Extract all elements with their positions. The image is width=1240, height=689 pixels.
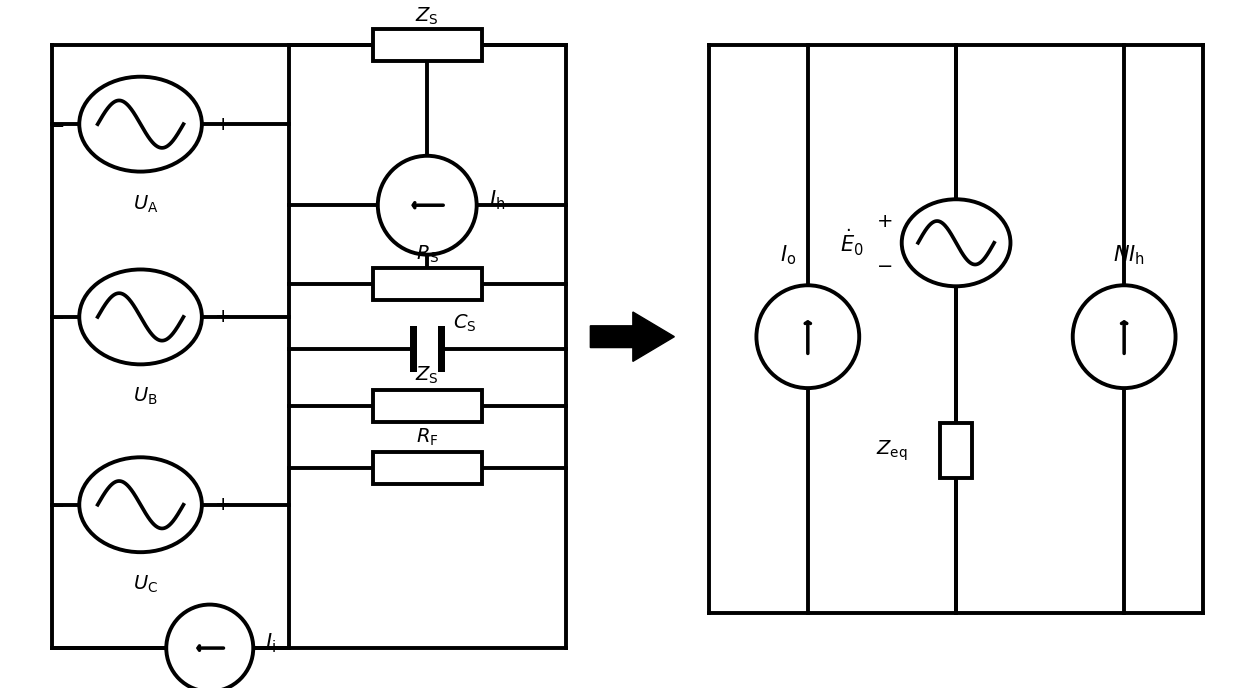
Ellipse shape [79, 269, 202, 364]
Text: $R_\mathrm{F}$: $R_\mathrm{F}$ [415, 427, 439, 449]
Text: $+$: $+$ [213, 114, 231, 134]
Text: $-$: $-$ [875, 255, 892, 274]
FancyBboxPatch shape [940, 423, 972, 477]
Ellipse shape [901, 199, 1011, 286]
Text: $\mathit{U}_\mathrm{B}$: $\mathit{U}_\mathrm{B}$ [133, 386, 157, 407]
Text: $Z_\mathrm{S}$: $Z_\mathrm{S}$ [415, 364, 439, 386]
Circle shape [756, 285, 859, 388]
Text: $-$: $-$ [48, 307, 64, 327]
Circle shape [166, 604, 253, 689]
Circle shape [378, 156, 476, 255]
Text: $Z_\mathrm{S}$: $Z_\mathrm{S}$ [415, 6, 439, 28]
Text: $\mathit{I}_\mathrm{h}$: $\mathit{I}_\mathrm{h}$ [489, 189, 505, 212]
Text: $\mathit{I}_\mathrm{i}$: $\mathit{I}_\mathrm{i}$ [265, 631, 277, 655]
FancyBboxPatch shape [373, 390, 481, 422]
Text: $N\mathit{I}_\mathrm{h}$: $N\mathit{I}_\mathrm{h}$ [1114, 244, 1145, 267]
Text: $+$: $+$ [213, 307, 231, 327]
Ellipse shape [79, 76, 202, 172]
Ellipse shape [79, 457, 202, 552]
Polygon shape [590, 312, 675, 362]
Text: $+$: $+$ [213, 495, 231, 514]
Text: $\mathit{I}_\mathrm{o}$: $\mathit{I}_\mathrm{o}$ [780, 244, 796, 267]
Text: $R_\mathrm{S}$: $R_\mathrm{S}$ [415, 243, 439, 265]
Text: $-$: $-$ [48, 114, 64, 134]
Text: $\mathit{U}_\mathrm{C}$: $\mathit{U}_\mathrm{C}$ [133, 574, 157, 595]
Text: $Z_\mathrm{eq}$: $Z_\mathrm{eq}$ [875, 438, 908, 462]
FancyBboxPatch shape [373, 453, 481, 484]
FancyBboxPatch shape [373, 29, 481, 61]
Text: $\dot{\mathit{E}}_0$: $\dot{\mathit{E}}_0$ [841, 227, 864, 258]
Text: $C_\mathrm{S}$: $C_\mathrm{S}$ [453, 312, 476, 333]
Text: $+$: $+$ [875, 212, 892, 231]
FancyBboxPatch shape [373, 269, 481, 300]
Text: $-$: $-$ [48, 495, 64, 514]
Circle shape [1073, 285, 1176, 388]
Text: $\mathit{U}_\mathrm{A}$: $\mathit{U}_\mathrm{A}$ [133, 194, 159, 215]
